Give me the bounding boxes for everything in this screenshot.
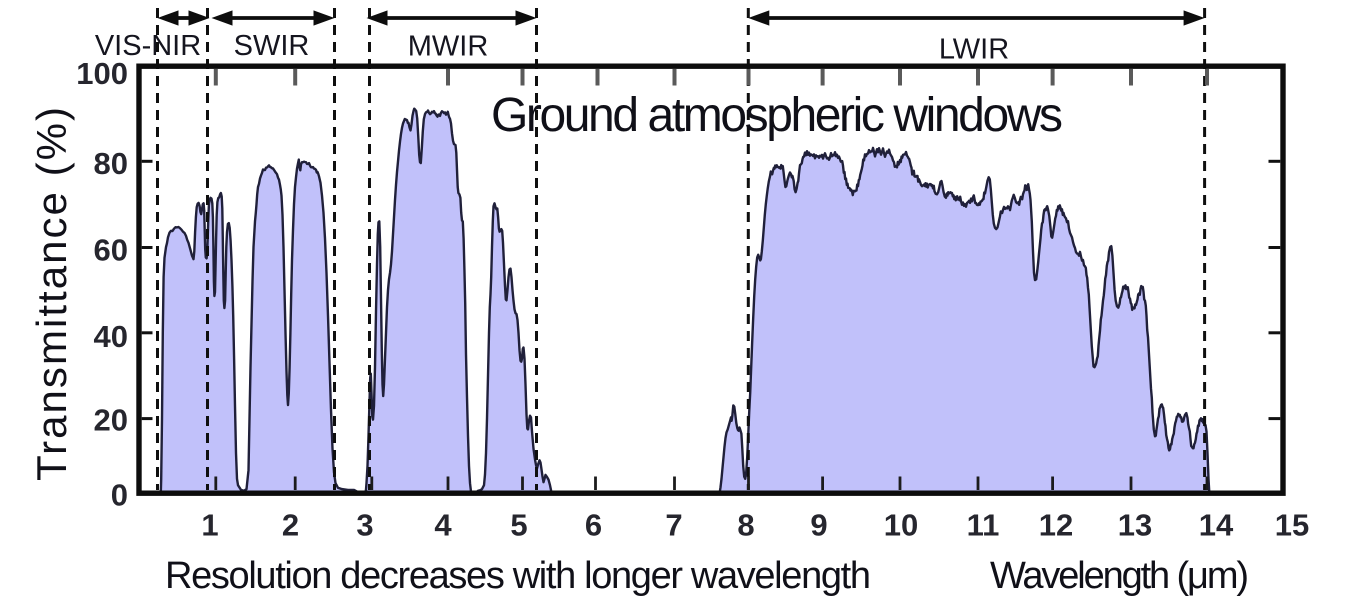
svg-text:2: 2: [282, 508, 299, 543]
svg-text:15: 15: [1275, 508, 1309, 543]
svg-text:VIS-NIR: VIS-NIR: [95, 30, 201, 62]
svg-text:9: 9: [810, 508, 827, 543]
svg-text:MWIR: MWIR: [408, 31, 489, 63]
svg-text:80: 80: [94, 146, 128, 181]
svg-text:8: 8: [737, 508, 754, 543]
svg-text:1: 1: [201, 508, 218, 543]
svg-text:Ground atmospheric windows: Ground atmospheric windows: [491, 89, 1063, 142]
svg-text:40: 40: [94, 319, 128, 354]
svg-text:14: 14: [1199, 508, 1234, 543]
svg-text:0: 0: [111, 478, 128, 513]
svg-text:7: 7: [665, 508, 682, 543]
svg-text:10: 10: [884, 508, 918, 543]
svg-text:Wavelength (μm): Wavelength (μm): [990, 555, 1249, 597]
svg-text:Transmittance (%): Transmittance (%): [28, 107, 75, 481]
svg-text:20: 20: [94, 403, 128, 438]
svg-text:100: 100: [76, 56, 128, 91]
svg-text:60: 60: [94, 233, 128, 268]
svg-text:SWIR: SWIR: [234, 30, 310, 62]
svg-text:5: 5: [510, 508, 527, 543]
svg-text:12: 12: [1039, 508, 1073, 543]
svg-text:3: 3: [356, 508, 373, 543]
svg-text:4: 4: [434, 508, 452, 543]
svg-text:LWIR: LWIR: [939, 34, 1009, 66]
svg-text:13: 13: [1118, 508, 1152, 543]
svg-text:11: 11: [967, 508, 1000, 543]
svg-text:Resolution decreases with lo: Resolution decreases with longer wavelen…: [165, 555, 871, 597]
svg-text:6: 6: [585, 508, 602, 543]
